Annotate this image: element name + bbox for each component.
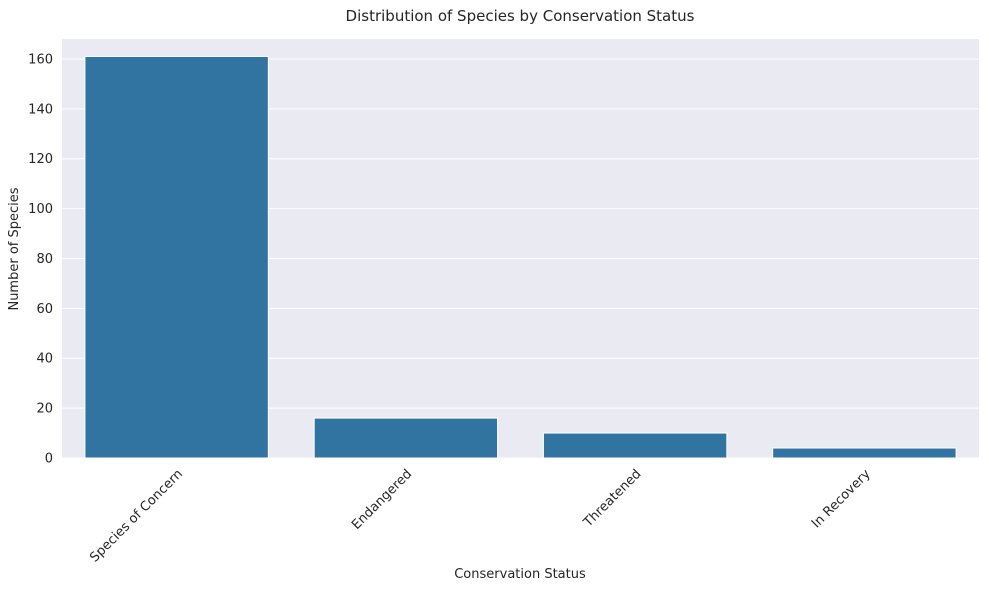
x-axis-label: Conservation Status bbox=[454, 567, 586, 582]
x-tick-labels: Species of Concern Endangered Threatened In… bbox=[87, 466, 874, 565]
y-tick-label: 140 bbox=[28, 102, 53, 117]
bar bbox=[313, 417, 499, 459]
y-tick-label: 80 bbox=[36, 252, 53, 267]
x-tick-label: In Recovery bbox=[809, 466, 874, 531]
y-tick-label: 60 bbox=[36, 302, 53, 317]
y-axis-label: Number of Species bbox=[7, 187, 22, 310]
y-tick-labels: 0 20 40 60 80 100 120 140 160 bbox=[28, 52, 53, 466]
x-tick-label: Threatened bbox=[580, 467, 644, 531]
chart-title: Distribution of Species by Conservation … bbox=[346, 7, 695, 25]
y-tick-label: 160 bbox=[28, 52, 53, 67]
bar bbox=[542, 432, 728, 459]
bar bbox=[84, 55, 269, 459]
bars bbox=[84, 55, 957, 459]
y-tick-label: 20 bbox=[36, 402, 53, 417]
y-tick-label: 120 bbox=[28, 152, 53, 167]
y-tick-label: 40 bbox=[36, 352, 53, 367]
bar bbox=[772, 447, 957, 459]
y-tick-label: 0 bbox=[45, 452, 53, 467]
x-tick-label: Endangered bbox=[349, 467, 415, 533]
x-tick-label: Species of Concern bbox=[87, 467, 186, 566]
y-tick-label: 100 bbox=[28, 202, 53, 217]
